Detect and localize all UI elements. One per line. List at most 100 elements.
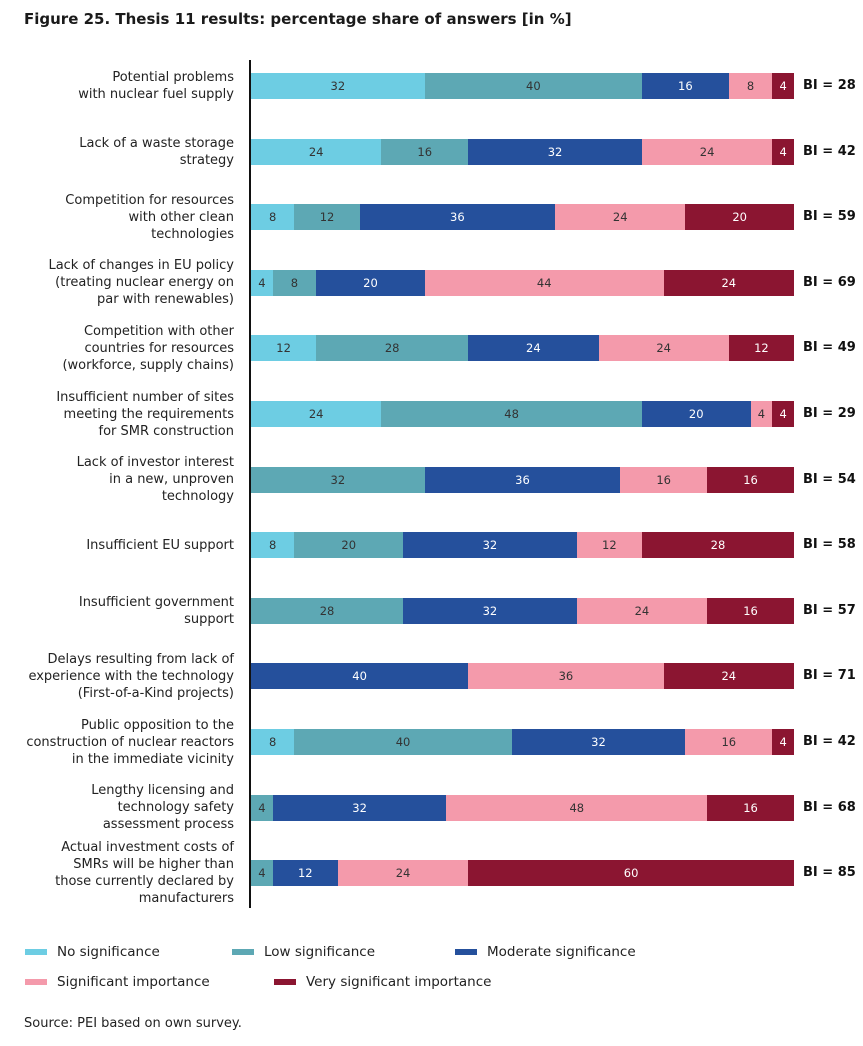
stacked-bar: 32 40 16 8 4 bbox=[251, 73, 794, 99]
bar-segment-moderate-significance: 36 bbox=[359, 204, 556, 231]
category-label-line: par with renewables) bbox=[96, 292, 234, 308]
legend-item: Low significance bbox=[232, 944, 375, 960]
category-label-line: construction of nuclear reactors bbox=[26, 734, 234, 750]
bar-segment-no-significance: 32 bbox=[251, 73, 425, 99]
stacked-bar: 8 12 36 24 20 bbox=[251, 204, 794, 231]
category-label-line: technologies bbox=[151, 226, 234, 242]
category-label: Competition for resources with other clea… bbox=[0, 192, 234, 243]
stacked-bar: 12 28 24 24 12 bbox=[251, 335, 794, 362]
category-label: Insufficient number of sites meeting the … bbox=[0, 389, 234, 440]
bar-segment-low-significance: 28 bbox=[251, 597, 404, 624]
bar-row: Delays resulting from lack of experience … bbox=[0, 652, 863, 701]
category-label-line: Lack of changes in EU policy bbox=[48, 258, 234, 274]
bar-segment-very-significant-importance: 4 bbox=[772, 73, 794, 99]
bar-segment-low-significance: 4 bbox=[251, 860, 273, 887]
stacked-bar: 4 8 20 44 24 bbox=[251, 269, 794, 296]
bar-row: Potential problems with nuclear fuel supp… bbox=[0, 70, 863, 102]
bar-segment-low-significance: 12 bbox=[294, 204, 360, 231]
bar-row: Lengthy licensing and technology safety as… bbox=[0, 783, 863, 832]
legend-label: Very significant importance bbox=[306, 974, 492, 990]
legend-label: Low significance bbox=[264, 944, 376, 960]
legend-item: Very significant importance bbox=[274, 974, 491, 990]
bar-row: Competition for resources with other clea… bbox=[0, 193, 863, 242]
category-label: Competition with other countries for reso… bbox=[0, 323, 234, 374]
bar-segment-moderate-significance: 32 bbox=[511, 729, 686, 755]
stacked-bar: 40 36 24 bbox=[251, 663, 794, 690]
category-label-line: Competition for resources bbox=[65, 192, 234, 208]
bar-segment-no-significance: 4 bbox=[251, 269, 273, 296]
bi-value: BI = 49 bbox=[803, 340, 856, 356]
stacked-bar: 4 32 48 16 bbox=[251, 794, 794, 821]
bar-segment-significant-importance: 24 bbox=[576, 597, 708, 624]
category-label: Lack of a waste storage strategy bbox=[0, 135, 234, 169]
legend-swatch bbox=[25, 949, 47, 955]
bar-row: Insufficient EU support 8 20 32 12 28 BI = 58 bbox=[0, 532, 863, 559]
bar-row: Competition with other countries for reso… bbox=[0, 324, 863, 373]
bar-segment-very-significant-importance: 24 bbox=[663, 269, 794, 296]
category-label-line: for SMR construction bbox=[98, 423, 234, 439]
bar-segment-significant-importance: 24 bbox=[337, 860, 469, 887]
legend-item: Moderate significance bbox=[455, 944, 636, 960]
category-label: Potential problems with nuclear fuel supp… bbox=[0, 69, 234, 103]
source-note: Source: PEI based on own survey. bbox=[24, 1016, 242, 1031]
bar-segment-moderate-significance: 20 bbox=[641, 401, 751, 427]
legend-swatch bbox=[274, 979, 296, 985]
bar-segment-very-significant-importance: 16 bbox=[707, 466, 794, 493]
category-label-line: in a new, unproven bbox=[109, 472, 234, 488]
bar-segment-low-significance: 4 bbox=[251, 794, 273, 821]
category-label-line: Insufficient number of sites bbox=[56, 389, 234, 405]
category-label: Insufficient EU support bbox=[0, 537, 234, 554]
category-label: Actual investment costs of SMRs will be h… bbox=[0, 839, 234, 907]
legend-swatch bbox=[455, 949, 477, 955]
bar-segment-very-significant-importance: 16 bbox=[707, 597, 794, 624]
bar-segment-no-significance: 12 bbox=[251, 335, 317, 362]
bar-segment-moderate-significance: 32 bbox=[468, 138, 642, 165]
stacked-bar: 32 36 16 16 bbox=[251, 466, 794, 493]
bi-value: BI = 59 bbox=[803, 209, 856, 225]
legend-item: Significant importance bbox=[25, 974, 210, 990]
bi-value: BI = 28 bbox=[803, 78, 856, 93]
bar-segment-low-significance: 40 bbox=[294, 729, 512, 755]
bi-value: BI = 68 bbox=[803, 799, 856, 815]
category-label-line: (workforce, supply chains) bbox=[62, 357, 234, 373]
bar-segment-moderate-significance: 32 bbox=[403, 597, 577, 624]
bar-segment-very-significant-importance: 4 bbox=[772, 729, 794, 755]
bar-row: Lack of investor interest in a new, unpro… bbox=[0, 455, 863, 504]
category-label-line: (treating nuclear energy on bbox=[55, 275, 234, 291]
bar-segment-low-significance: 8 bbox=[272, 269, 317, 296]
category-label-line: SMRs will be higher than bbox=[73, 857, 234, 873]
bar-segment-significant-importance: 48 bbox=[446, 794, 708, 821]
stacked-bar: 24 48 20 4 4 bbox=[251, 401, 794, 427]
bar-row: Public opposition to the construction of … bbox=[0, 718, 863, 767]
bi-value: BI = 42 bbox=[803, 734, 856, 749]
bar-segment-very-significant-importance: 24 bbox=[663, 663, 794, 690]
bar-segment-low-significance: 20 bbox=[294, 532, 404, 559]
bar-segment-very-significant-importance: 60 bbox=[468, 860, 794, 887]
bar-segment-moderate-significance: 20 bbox=[316, 269, 425, 296]
bar-segment-low-significance: 16 bbox=[381, 138, 469, 165]
bar-segment-no-significance: 24 bbox=[251, 401, 382, 427]
stacked-bar: 24 16 32 24 4 bbox=[251, 138, 794, 165]
bar-segment-very-significant-importance: 20 bbox=[685, 204, 794, 231]
category-label-line: with nuclear fuel supply bbox=[78, 87, 234, 102]
bar-segment-moderate-significance: 16 bbox=[641, 73, 729, 99]
category-label-line: meeting the requirements bbox=[63, 406, 234, 422]
bar-segment-significant-importance: 24 bbox=[641, 138, 773, 165]
bar-segment-low-significance: 48 bbox=[381, 401, 642, 427]
category-label-line: countries for resources bbox=[84, 340, 234, 356]
bar-segment-moderate-significance: 12 bbox=[272, 860, 338, 887]
legend-item: No significance bbox=[25, 944, 160, 960]
bar-segment-very-significant-importance: 28 bbox=[641, 532, 794, 559]
bar-segment-no-significance: 8 bbox=[251, 729, 295, 755]
bar-segment-low-significance: 28 bbox=[316, 335, 469, 362]
bar-segment-low-significance: 32 bbox=[251, 466, 425, 493]
category-label: Lengthy licensing and technology safety as… bbox=[0, 782, 234, 833]
category-label-line: assessment process bbox=[102, 817, 234, 833]
category-label-line: Lengthy licensing and bbox=[91, 783, 234, 799]
stacked-bar: 8 40 32 16 4 bbox=[251, 729, 794, 755]
bar-segment-significant-importance: 16 bbox=[620, 466, 708, 493]
category-label-line: with other clean bbox=[128, 209, 234, 225]
category-label-line: Delays resulting from lack of bbox=[47, 651, 234, 667]
bi-value: BI = 69 bbox=[803, 274, 856, 290]
category-label: Public opposition to the construction of … bbox=[0, 717, 234, 768]
